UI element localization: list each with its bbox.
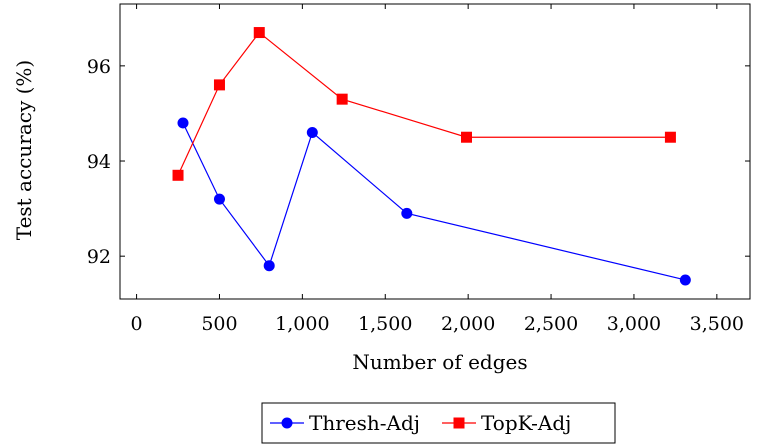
y-tick-label: 96 [87, 56, 111, 78]
legend-label-topk-adj: TopK-Adj [481, 411, 571, 435]
x-axis-label: Number of edges [352, 350, 527, 374]
x-tick-label: 500 [201, 313, 237, 335]
data-point-thresh-adj [679, 274, 691, 286]
data-point-topk-adj [253, 27, 265, 39]
legend-label-thresh-adj: Thresh-Adj [309, 411, 420, 435]
legend-box [261, 402, 616, 444]
legend-marker-thresh-adj [281, 417, 293, 429]
x-tick-label: 3,500 [690, 313, 744, 335]
x-tick-label: 3,000 [607, 313, 661, 335]
x-tick-label: 1,500 [358, 313, 412, 335]
x-tick-label: 0 [131, 313, 143, 335]
x-tick-label: 2,000 [441, 313, 495, 335]
data-point-thresh-adj [213, 193, 225, 205]
y-tick-label: 94 [87, 151, 111, 173]
data-point-thresh-adj [306, 126, 318, 138]
legend: Thresh-Adj TopK-Adj [261, 402, 616, 444]
data-point-thresh-adj [401, 207, 413, 219]
x-tick-label: 2,500 [524, 313, 578, 335]
series-line-thresh-adj [182, 122, 686, 281]
data-point-topk-adj [336, 93, 348, 105]
y-axis-label: Test accuracy (%) [12, 60, 36, 240]
data-point-topk-adj [213, 79, 225, 91]
plot-frame [119, 3, 751, 300]
data-point-thresh-adj [177, 117, 189, 129]
plot-area [172, 27, 691, 286]
y-tick-label: 92 [87, 246, 111, 268]
legend-marker-topk-adj [453, 417, 465, 429]
data-point-topk-adj [664, 131, 676, 143]
data-point-thresh-adj [263, 260, 275, 272]
axes: 0 500 1,000 1,500 2,000 2,500 3,000 3,500 92 94 96 [87, 3, 751, 335]
x-tick-label: 1,000 [275, 313, 329, 335]
data-point-topk-adj [172, 169, 184, 181]
series-line-topk-adj [177, 31, 671, 176]
data-point-topk-adj [461, 131, 472, 143]
